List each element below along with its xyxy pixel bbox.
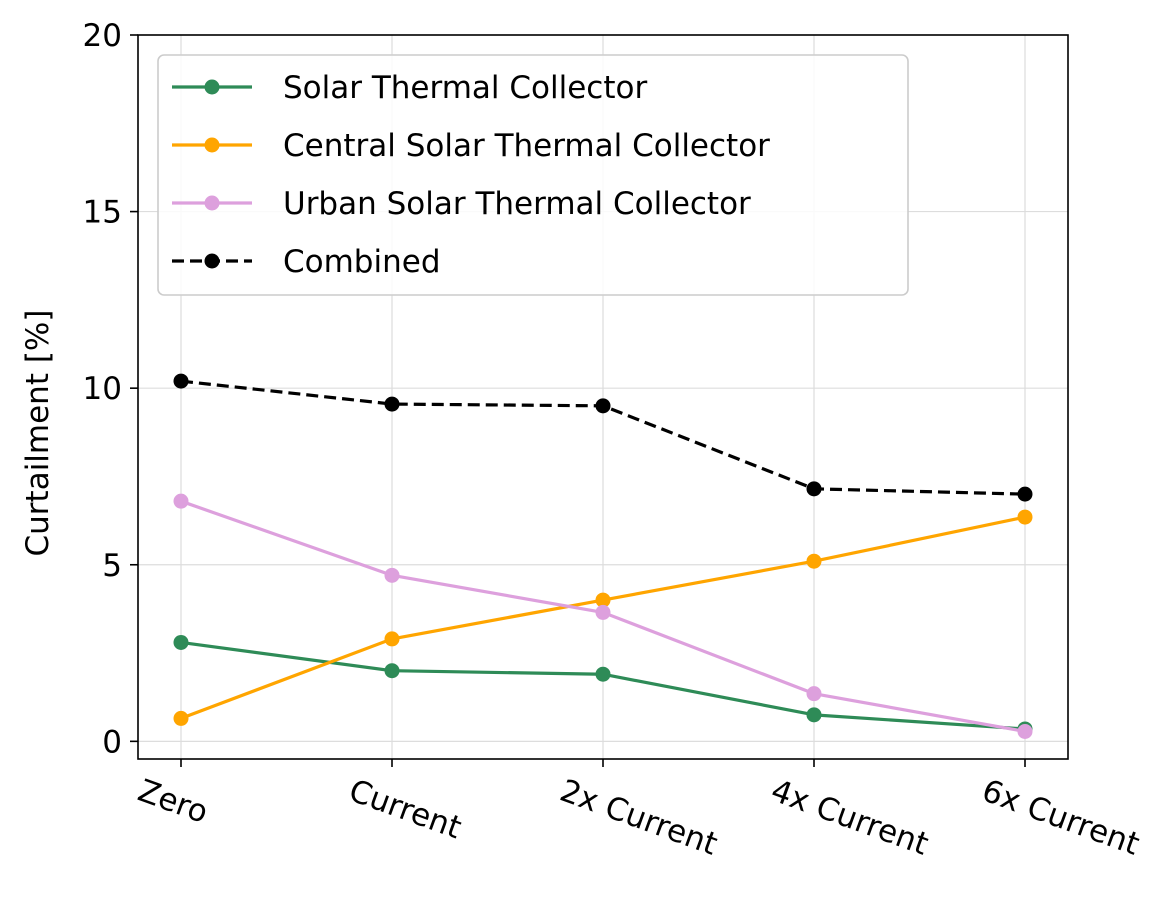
y-axis-label: Curtailment [%] [20,310,56,557]
y-tick-label-2: 10 [83,371,122,407]
series-3-point-4 [1017,486,1033,502]
series-2 [173,493,1033,739]
y-axis-ticks: 0 5 10 15 20 [83,18,138,760]
legend-label-2: Urban Solar Thermal Collector [283,186,751,222]
series-0-point-1 [384,663,400,679]
series-2-point-3 [806,686,822,702]
legend-label-0: Solar Thermal Collector [283,70,647,106]
series-1-point-3 [806,553,822,569]
legend-box [157,54,909,296]
y-tick-label-3: 15 [83,195,122,231]
series-3-point-1 [384,396,400,412]
series-3-point-2 [595,398,611,414]
y-tick-label-1: 5 [102,548,122,584]
series-1 [173,509,1033,726]
y-tick-label-0: 0 [102,724,122,760]
legend: Solar Thermal Collector Central Solar The… [157,54,909,296]
legend-swatch-marker-0 [204,79,220,95]
legend-swatch-marker-3 [204,253,220,269]
series-0-point-0 [173,634,189,650]
series-1-point-1 [384,631,400,647]
series-2-point-2 [595,604,611,620]
series-0-point-3 [806,707,822,723]
series-2-point-0 [173,493,189,509]
series-2-point-4 [1017,723,1033,739]
series-3-point-3 [806,481,822,497]
series-1-point-4 [1017,509,1033,525]
legend-swatch-marker-2 [204,195,220,211]
series-1-point-2 [595,592,611,608]
legend-label-1: Central Solar Thermal Collector [283,128,770,164]
series-3 [173,373,1033,502]
y-tick-label-4: 20 [83,18,122,54]
series-0-point-2 [595,666,611,682]
legend-label-3: Combined [283,244,441,280]
series-2-point-1 [384,567,400,583]
series-lines [173,373,1033,739]
series-3-point-0 [173,373,189,389]
legend-swatch-marker-1 [204,137,220,153]
series-1-point-0 [173,710,189,726]
